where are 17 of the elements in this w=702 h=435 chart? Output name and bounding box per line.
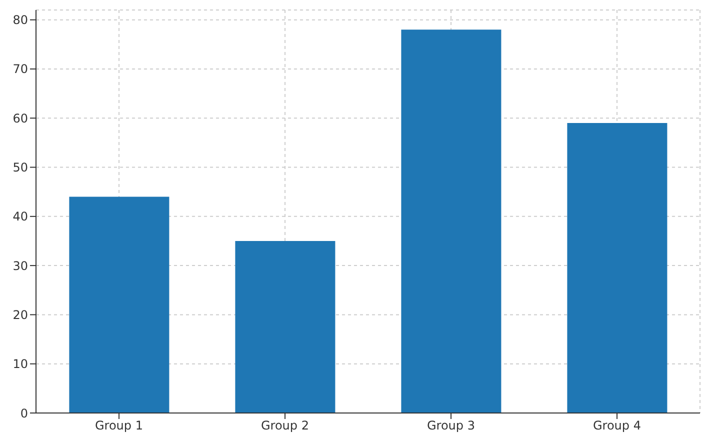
y-tick-label: 40 — [12, 210, 28, 224]
x-tick-label: Group 1 — [95, 418, 143, 433]
bar — [401, 30, 502, 413]
y-tick-label: 50 — [12, 160, 28, 175]
y-tick-label: 10 — [12, 357, 28, 372]
bar — [567, 123, 668, 413]
x-tick-label: Group 3 — [427, 418, 475, 433]
bar — [69, 196, 170, 413]
y-tick-label: 70 — [12, 62, 28, 76]
bar — [235, 240, 336, 413]
y-tick-label: 60 — [12, 111, 28, 126]
x-tick-label: Group 2 — [261, 418, 309, 433]
y-tick-label: 30 — [12, 258, 28, 273]
x-tick-label: Group 4 — [593, 418, 641, 433]
y-tick-label: 20 — [12, 308, 28, 322]
y-tick-label: 80 — [12, 13, 28, 28]
y-tick-label: 0 — [20, 406, 28, 420]
